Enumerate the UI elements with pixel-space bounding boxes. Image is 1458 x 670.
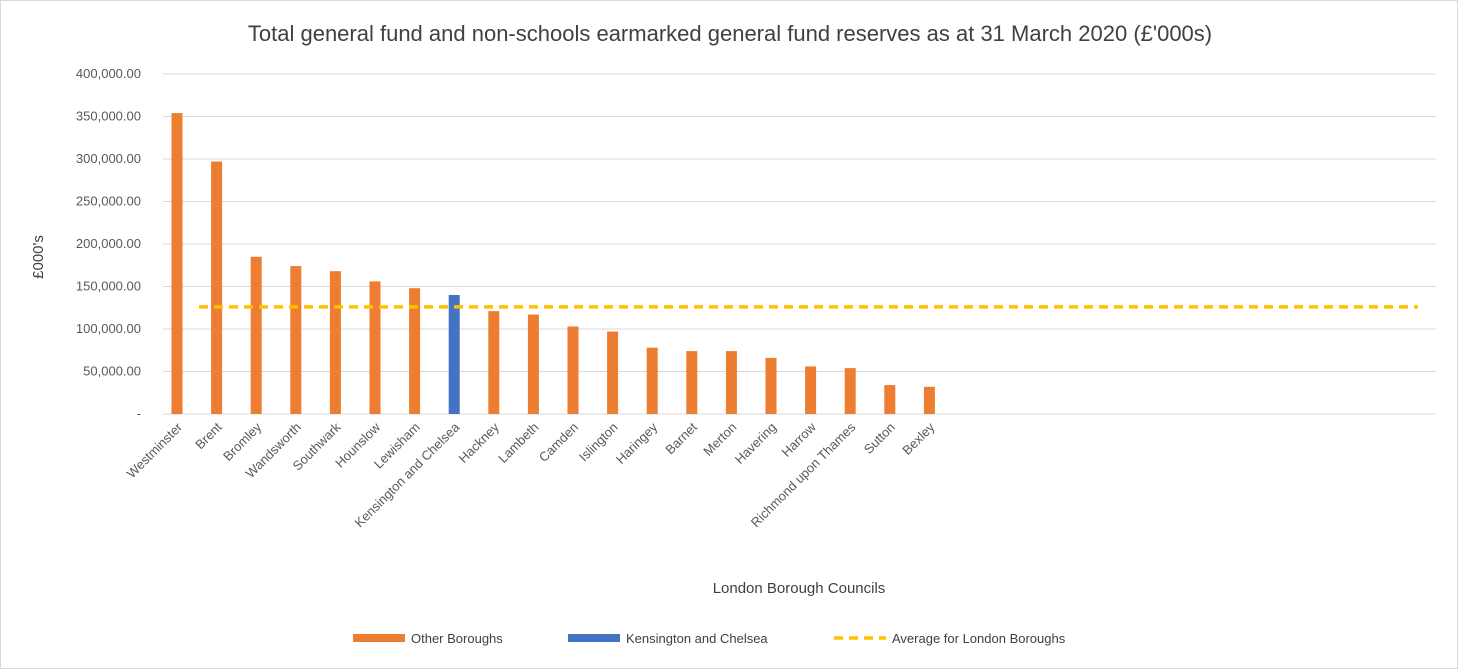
bar-richmond-upon-thames [844,368,856,414]
y-tick-label: 100,000.00 [76,321,141,336]
legend-label: Kensington and Chelsea [626,631,768,646]
y-tick-label: 300,000.00 [76,151,141,166]
y-tick-label: 250,000.00 [76,194,141,209]
bar-havering [765,357,777,414]
bar-wandsworth [290,266,302,414]
legend-swatch [568,634,620,642]
bar-hounslow [369,281,381,414]
bar-kensington-and-chelsea [448,295,460,414]
x-tick-label: Bexley [899,419,938,458]
legend-label: Average for London Boroughs [892,631,1066,646]
bar-bromley [250,256,262,414]
bar-bexley [923,386,935,414]
bar-haringey [646,347,658,414]
bar-lambeth [527,314,539,414]
y-tick-label: 400,000.00 [76,66,141,81]
bar-islington [607,331,619,414]
y-tick-label: 150,000.00 [76,279,141,294]
x-tick-label: Brent [192,419,225,452]
y-tick-label: 50,000.00 [83,364,141,379]
y-axis-title: £000's [30,235,47,279]
bar-barnet [686,351,698,414]
legend-swatch [353,634,405,642]
y-axis-ticks: - 50,000.00 100,000.00 150,000.00 200,000.00… [76,66,141,421]
x-tick-label: Sutton [861,420,898,457]
bar-camden [567,326,579,414]
bar-sutton [884,385,896,414]
bar-merton [725,351,737,414]
bar-harrow [805,366,817,414]
x-axis-title: London Borough Councils [713,580,886,597]
x-axis-ticks: Westminster BrentBromleyWandsworthSouthwa… [124,419,938,530]
legend: Other Boroughs Kensington and Chelsea Aver… [353,631,1066,646]
bar-lewisham [409,288,421,414]
bar-hackney [488,311,500,414]
y-tick-label: - [137,406,141,421]
bar-brent [211,161,223,414]
x-tick-label: Havering [732,420,779,467]
x-tick-label: Westminster [124,419,186,481]
x-tick-label: Haringey [613,419,661,467]
y-tick-label: 350,000.00 [76,109,141,124]
bar-westminster [171,113,183,414]
y-tick-label: 200,000.00 [76,236,141,251]
x-tick-label: Hackney [456,419,503,466]
chart-title: Total general fund and non-schools earma… [248,21,1212,46]
x-tick-label: Barnet [662,419,700,457]
x-tick-label: Merton [700,420,739,459]
bar-southwark [329,271,341,414]
x-tick-label: Camden [536,420,581,465]
legend-label: Other Boroughs [411,631,503,646]
x-tick-label: Lambeth [495,420,541,466]
gridlines [163,73,1436,415]
bars [171,113,935,414]
